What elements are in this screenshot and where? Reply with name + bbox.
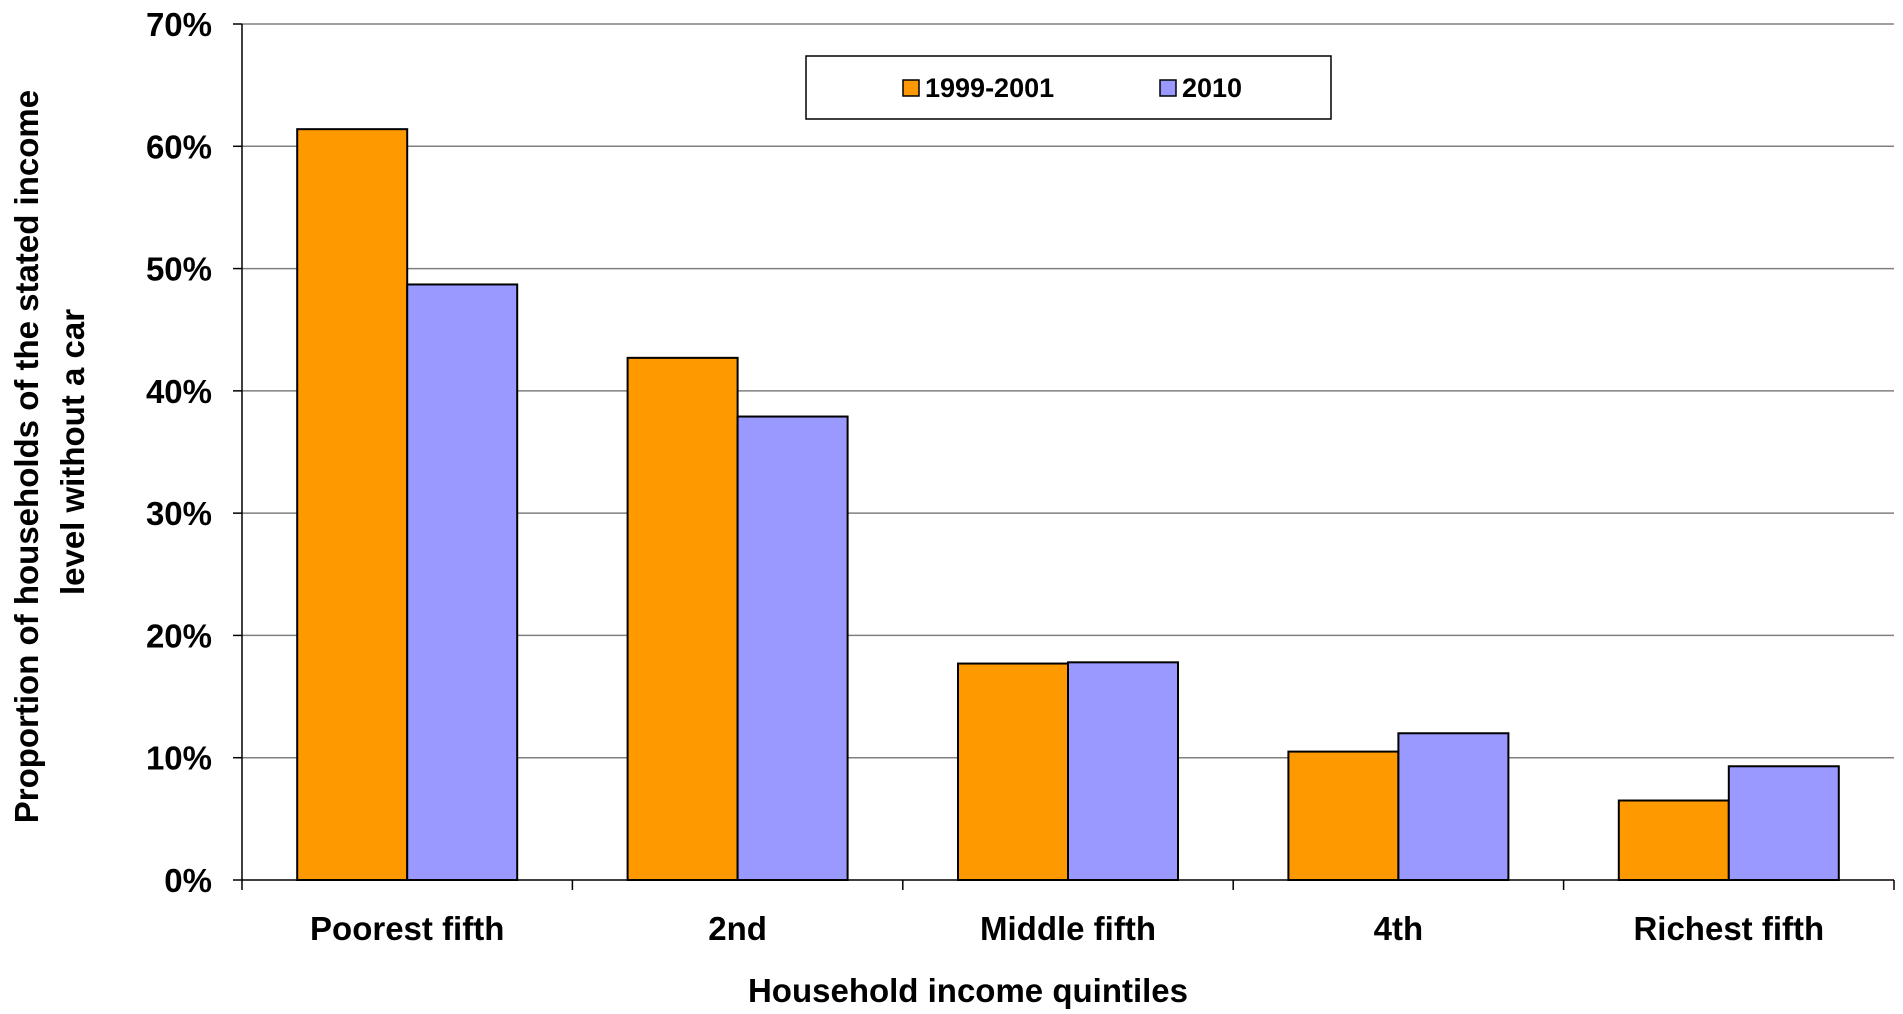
bar-richest-fifth-1999-2001 xyxy=(1617,799,1730,881)
y-axis-ticks: 0% 10% 20% 30% 40% 50% 60% 70% xyxy=(146,6,242,899)
bars xyxy=(296,128,1840,882)
y-tick-label: 20% xyxy=(146,617,212,654)
y-axis-title: Proportion of households of the stated i… xyxy=(8,81,91,824)
bar-poorest-fifth-2010 xyxy=(406,283,519,881)
legend-swatch-2010 xyxy=(1159,79,1177,97)
legend-swatch-1999-2001 xyxy=(902,79,920,97)
legend-box xyxy=(805,55,1332,120)
x-tick-label-middle-fifth: Middle fifth xyxy=(980,910,1156,947)
axes xyxy=(241,24,1894,881)
x-tick-label-4th: 4th xyxy=(1374,910,1424,947)
x-tick-label-richest-fifth: Richest fifth xyxy=(1633,910,1824,947)
y-tick-label: 10% xyxy=(146,740,212,777)
legend: 1999-2001 2010 xyxy=(805,55,1332,120)
x-axis-title: Household income quintiles xyxy=(748,972,1188,1009)
y-tick-label: 40% xyxy=(146,373,212,410)
bar-middle-fifth-1999-2001 xyxy=(957,662,1069,881)
bar-middle-fifth-2010 xyxy=(1067,661,1179,881)
y-tick-label: 30% xyxy=(146,495,212,532)
x-tick-label-poorest-fifth: Poorest fifth xyxy=(310,910,504,947)
y-tick-label: 50% xyxy=(146,251,212,288)
bar-4th-1999-2001 xyxy=(1287,750,1400,881)
y-axis-title-line-1: Proportion of households of the stated i… xyxy=(8,90,45,823)
bar-richest-fifth-2010 xyxy=(1727,765,1840,882)
x-tick-label-2nd: 2nd xyxy=(708,910,767,947)
y-axis-title-line-2: level without a car xyxy=(54,309,91,595)
y-tick-label: 0% xyxy=(164,862,212,899)
bar-4th-2010 xyxy=(1397,732,1510,881)
bar-2nd-2010 xyxy=(736,415,849,881)
y-tick-label: 70% xyxy=(146,6,212,43)
bar-2nd-1999-2001 xyxy=(626,356,739,881)
y-tick-label: 60% xyxy=(146,128,212,165)
x-axis-ticks: Poorest fifth 2nd Middle fifth 4th Richest f… xyxy=(241,880,1895,947)
legend-label-1999-2001: 1999-2001 xyxy=(925,73,1054,103)
legend-label-2010: 2010 xyxy=(1182,73,1242,103)
bar-poorest-fifth-1999-2001 xyxy=(296,128,409,881)
